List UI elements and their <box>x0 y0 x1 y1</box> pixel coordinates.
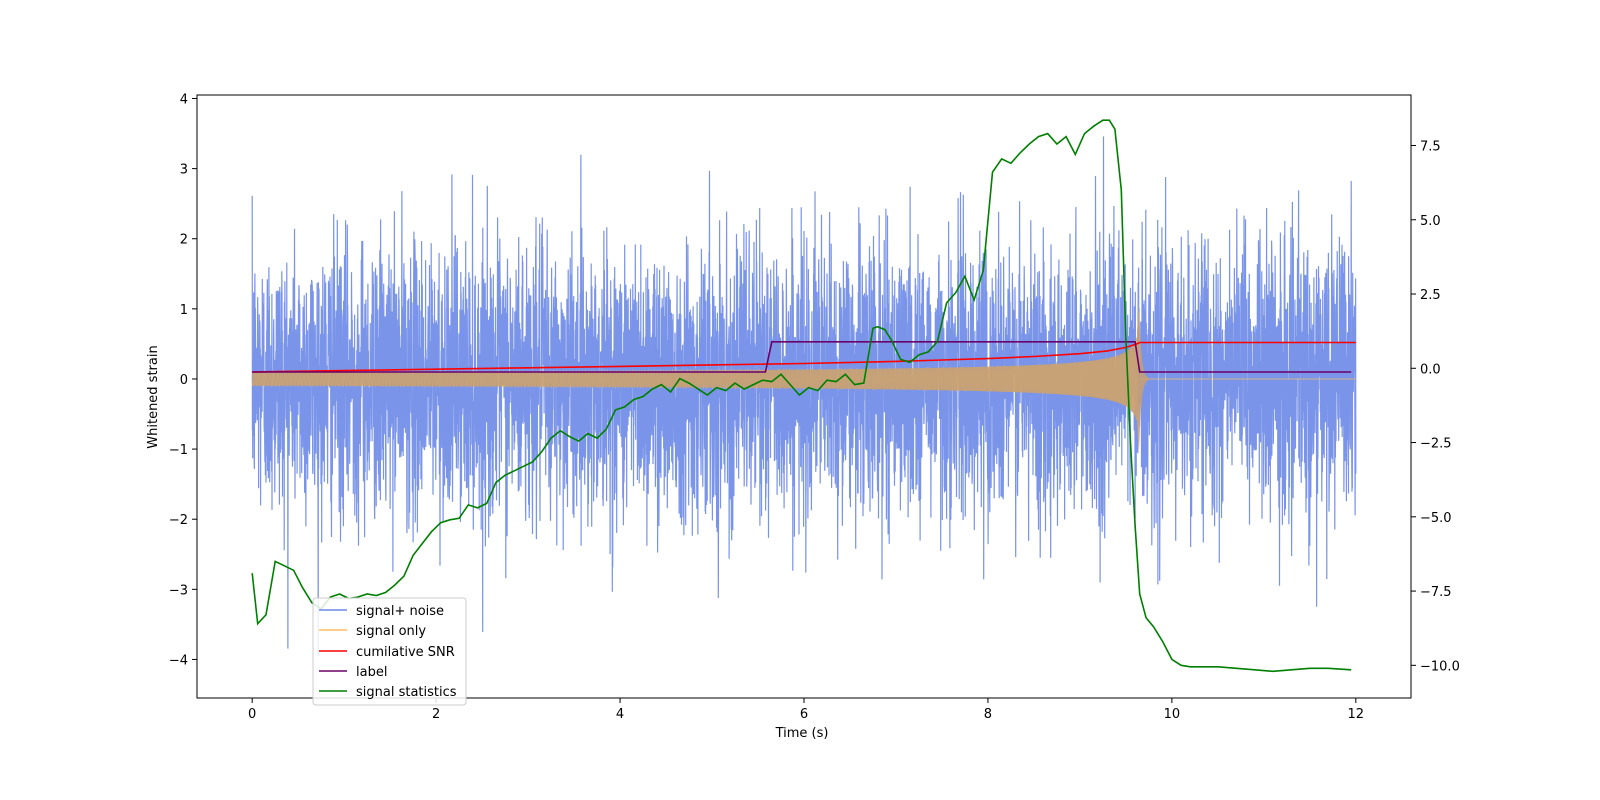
x-axis: 0 2 4 6 8 10 12 <box>248 698 1364 722</box>
y2-tick-label: −10.0 <box>1420 659 1460 674</box>
y2-tick-label: −5.0 <box>1420 511 1452 526</box>
y-tick-label: 2 <box>180 233 188 248</box>
x-tick-label: 2 <box>432 707 440 722</box>
y-axis-right: 7.5 5.0 2.5 0.0 −2.5 −5.0 −7.5 −10.0 <box>1411 139 1460 674</box>
y2-tick-label: 7.5 <box>1420 139 1441 154</box>
series-signal-statistics <box>251 119 1352 673</box>
label-line <box>252 341 1352 373</box>
legend-label-signal-noise: signal+ noise <box>356 604 444 619</box>
signal-noise-line <box>251 136 1357 657</box>
x-tick-label: 6 <box>800 707 808 722</box>
x-axis-label: Time (s) <box>775 726 829 741</box>
y2-tick-label: 2.5 <box>1420 288 1441 303</box>
x-tick-label: 12 <box>1348 707 1365 722</box>
legend-label-cumulative-snr: cumilative SNR <box>356 645 455 660</box>
y2-tick-label: −7.5 <box>1420 585 1452 600</box>
y2-tick-label: 5.0 <box>1420 214 1441 229</box>
y-axis-left: 4 3 2 1 0 −1 −2 −3 −4 <box>169 93 197 668</box>
y2-tick-label: 0.0 <box>1420 362 1441 377</box>
series-signal-noise <box>251 136 1357 657</box>
y-tick-label: −2 <box>169 513 188 528</box>
legend-label-signal-only: signal only <box>356 624 426 639</box>
y-tick-label: −1 <box>169 443 188 458</box>
cumulative-snr-line <box>252 341 1356 373</box>
y-tick-label: 4 <box>180 93 188 108</box>
legend-label-signal-statistics: signal statistics <box>356 685 457 700</box>
y-tick-label: −3 <box>169 583 188 598</box>
x-tick-label: 0 <box>248 707 256 722</box>
x-tick-label: 4 <box>616 707 624 722</box>
signal-only-envelope <box>252 301 1356 457</box>
legend-frame <box>312 597 467 706</box>
y-tick-label: −4 <box>169 653 188 668</box>
series-label <box>252 341 1352 373</box>
series-signal-only <box>251 301 1356 457</box>
legend: signal+ noise signal only cumilative SNR… <box>312 597 467 706</box>
legend-label-label: label <box>356 665 387 680</box>
y-tick-label: 1 <box>180 303 188 318</box>
x-tick-label: 10 <box>1164 707 1181 722</box>
y2-tick-label: −2.5 <box>1420 437 1452 452</box>
y-tick-label: 0 <box>180 373 188 388</box>
series-cumulative-snr <box>252 341 1356 373</box>
y-tick-label: 3 <box>180 163 188 178</box>
signal-statistics-line <box>251 119 1352 673</box>
y-axis-label: Whitened strain <box>146 345 161 448</box>
x-tick-label: 8 <box>984 707 992 722</box>
